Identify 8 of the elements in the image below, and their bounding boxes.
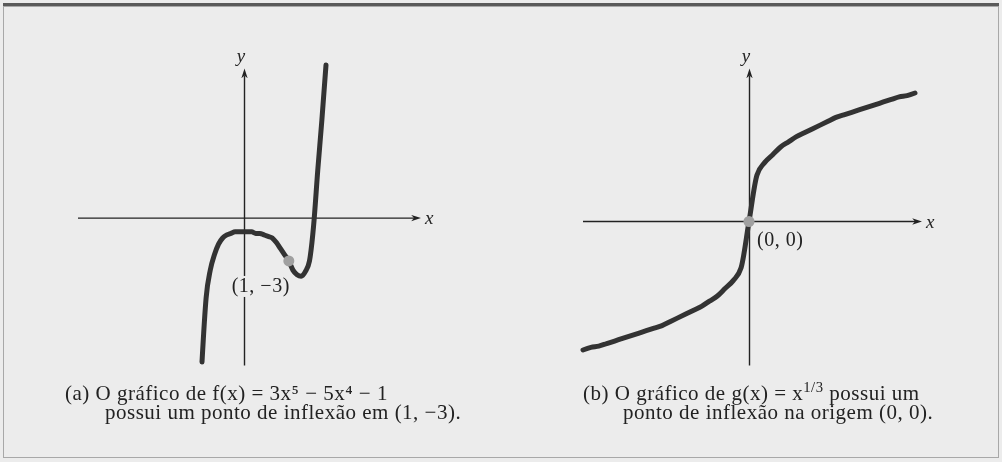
y-axis-title: y	[739, 45, 751, 66]
y-axis-title: y	[234, 45, 246, 66]
annotation: (0, 0)	[757, 227, 804, 251]
x-axis-title: x	[424, 207, 434, 229]
x-axis-title: x	[925, 210, 935, 232]
text: (b) O gráfico de g(x) = x$^{1/3}$ possui um ponto de inflexão na origem (0, 0).	[583, 379, 934, 424]
text: (a) O gráfico de f(x) = 3x⁵ − 5x⁴ − 1 possui um ponto de inflexão em (1, −3).	[65, 381, 462, 424]
annotation: (1, −3)	[231, 273, 290, 297]
